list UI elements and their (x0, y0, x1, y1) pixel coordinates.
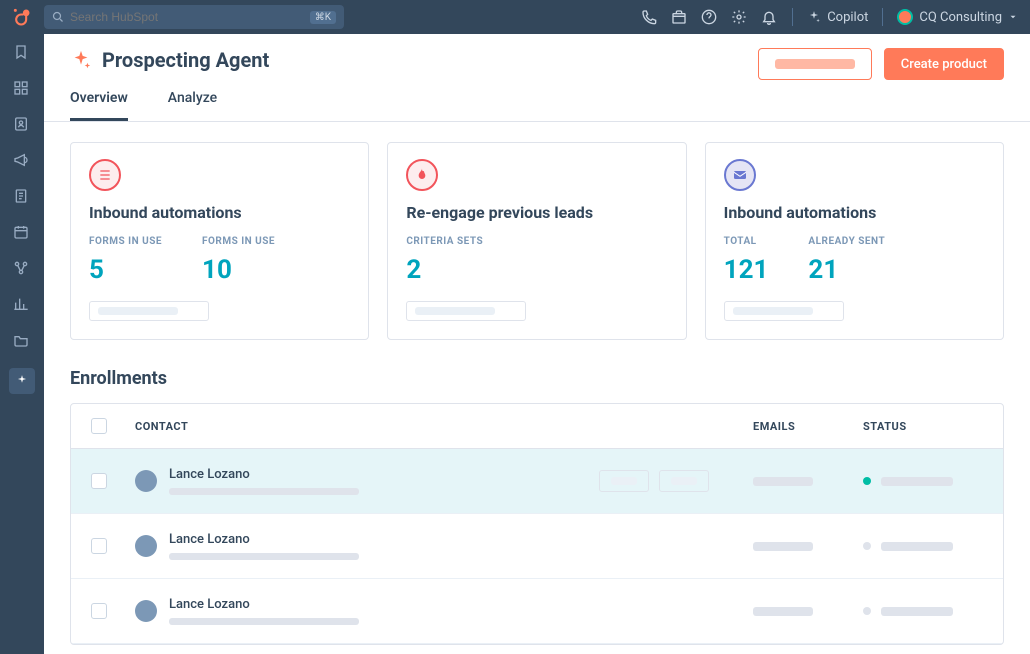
contact-icon[interactable] (13, 116, 31, 134)
row-checkbox[interactable] (91, 603, 107, 619)
stat-label: FORMS IN USE (89, 236, 162, 247)
sidebar (0, 34, 44, 654)
stat-label: TOTAL (724, 236, 769, 247)
notifications-icon[interactable] (760, 8, 778, 26)
table-row[interactable]: Lance Lozano (71, 514, 1003, 579)
card-reengage-leads: Re-engage previous leads CRITERIA SETS 2 (387, 142, 686, 340)
card-inbound-automations: Inbound automations FORMS IN USE 5 FORMS … (70, 142, 369, 340)
contact-name: Lance Lozano (169, 467, 359, 482)
card-inbound-mail: Inbound automations TOTAL 121 ALREADY SEN… (705, 142, 1004, 340)
stat-value: 121 (724, 255, 769, 285)
stat-label: FORMS IN USE (202, 236, 275, 247)
avatar (135, 600, 157, 622)
mail-icon (724, 159, 756, 191)
col-status: STATUS (863, 420, 983, 433)
workspace-label: CQ Consulting (919, 10, 1002, 25)
emails-placeholder (753, 542, 813, 551)
contact-sub-placeholder (169, 618, 359, 625)
row-action-button[interactable] (659, 470, 709, 492)
row-checkbox[interactable] (91, 473, 107, 489)
row-checkbox[interactable] (91, 538, 107, 554)
tab-analyze[interactable]: Analyze (168, 90, 217, 121)
status-dot (863, 607, 871, 615)
workflows-icon[interactable] (13, 260, 31, 278)
folder-icon[interactable] (13, 332, 31, 350)
page-header: Prospecting Agent Create product (44, 34, 1030, 80)
calendar-icon[interactable] (13, 224, 31, 242)
sidebar-item-active[interactable] (9, 368, 35, 394)
contact-name: Lance Lozano (169, 597, 359, 612)
emails-placeholder (753, 607, 813, 616)
col-emails: EMAILS (753, 420, 863, 433)
hubspot-logo-icon[interactable] (12, 7, 32, 27)
workspace-switcher[interactable]: CQ Consulting (897, 9, 1018, 25)
stat-label: ALREADY SENT (808, 236, 885, 247)
secondary-action-button[interactable] (758, 48, 872, 80)
copilot-label: Copilot (827, 10, 868, 25)
sparkle-icon (70, 49, 92, 71)
status-dot (863, 542, 871, 550)
megaphone-icon[interactable] (13, 152, 31, 170)
card-title: Inbound automations (89, 203, 350, 222)
table-row[interactable]: Lance Lozano (71, 449, 1003, 514)
tabs: Overview Analyze (44, 80, 1030, 122)
select-all-checkbox[interactable] (91, 418, 107, 434)
col-contact: CONTACT (135, 420, 753, 433)
card-action-placeholder[interactable] (724, 301, 844, 321)
avatar (135, 470, 157, 492)
grid-icon[interactable] (13, 80, 31, 98)
status-placeholder (881, 477, 953, 486)
copilot-button[interactable]: Copilot (807, 10, 868, 25)
create-product-button[interactable]: Create product (884, 48, 1004, 80)
file-icon[interactable] (13, 188, 31, 206)
tab-overview[interactable]: Overview (70, 90, 128, 121)
stat-label: CRITERIA SETS (406, 236, 483, 247)
card-title: Inbound automations (724, 203, 985, 222)
summary-cards: Inbound automations FORMS IN USE 5 FORMS … (70, 142, 1004, 340)
marketplace-icon[interactable] (670, 8, 688, 26)
card-title: Re-engage previous leads (406, 203, 667, 222)
table-row[interactable]: Lance Lozano (71, 579, 1003, 644)
sparkle-icon (807, 10, 821, 24)
search-shortcut: ⌘K (310, 11, 336, 24)
emails-placeholder (753, 477, 813, 486)
main-content: Prospecting Agent Create product Overvie… (44, 34, 1030, 654)
avatar (135, 535, 157, 557)
contact-sub-placeholder (169, 488, 359, 495)
flame-icon (406, 159, 438, 191)
contact-name: Lance Lozano (169, 532, 359, 547)
settings-icon[interactable] (730, 8, 748, 26)
card-action-placeholder[interactable] (406, 301, 526, 321)
phone-icon[interactable] (640, 8, 658, 26)
page-title: Prospecting Agent (102, 48, 269, 72)
workspace-avatar (897, 9, 913, 25)
help-icon[interactable] (700, 8, 718, 26)
status-dot (863, 477, 871, 485)
search-input[interactable] (70, 10, 304, 24)
search-icon (52, 11, 64, 23)
stat-value: 21 (808, 255, 885, 285)
reports-icon[interactable] (13, 296, 31, 314)
chevron-down-icon (1008, 12, 1018, 22)
table-header: CONTACT EMAILS STATUS (71, 404, 1003, 449)
global-search[interactable]: ⌘K (44, 5, 344, 29)
list-icon (89, 159, 121, 191)
enrollments-table: CONTACT EMAILS STATUS Lance Lozano Lance … (70, 403, 1004, 645)
sparkle-icon (15, 374, 29, 388)
row-action-button[interactable] (599, 470, 649, 492)
card-action-placeholder[interactable] (89, 301, 209, 321)
stat-value: 2 (406, 255, 483, 285)
bookmark-icon[interactable] (13, 44, 31, 62)
stat-value: 5 (89, 255, 162, 285)
enrollments-title: Enrollments (70, 368, 1004, 389)
topbar: ⌘K Copilot CQ Consulting (0, 0, 1030, 34)
stat-value: 10 (202, 255, 275, 285)
contact-sub-placeholder (169, 553, 359, 560)
status-placeholder (881, 542, 953, 551)
status-placeholder (881, 607, 953, 616)
